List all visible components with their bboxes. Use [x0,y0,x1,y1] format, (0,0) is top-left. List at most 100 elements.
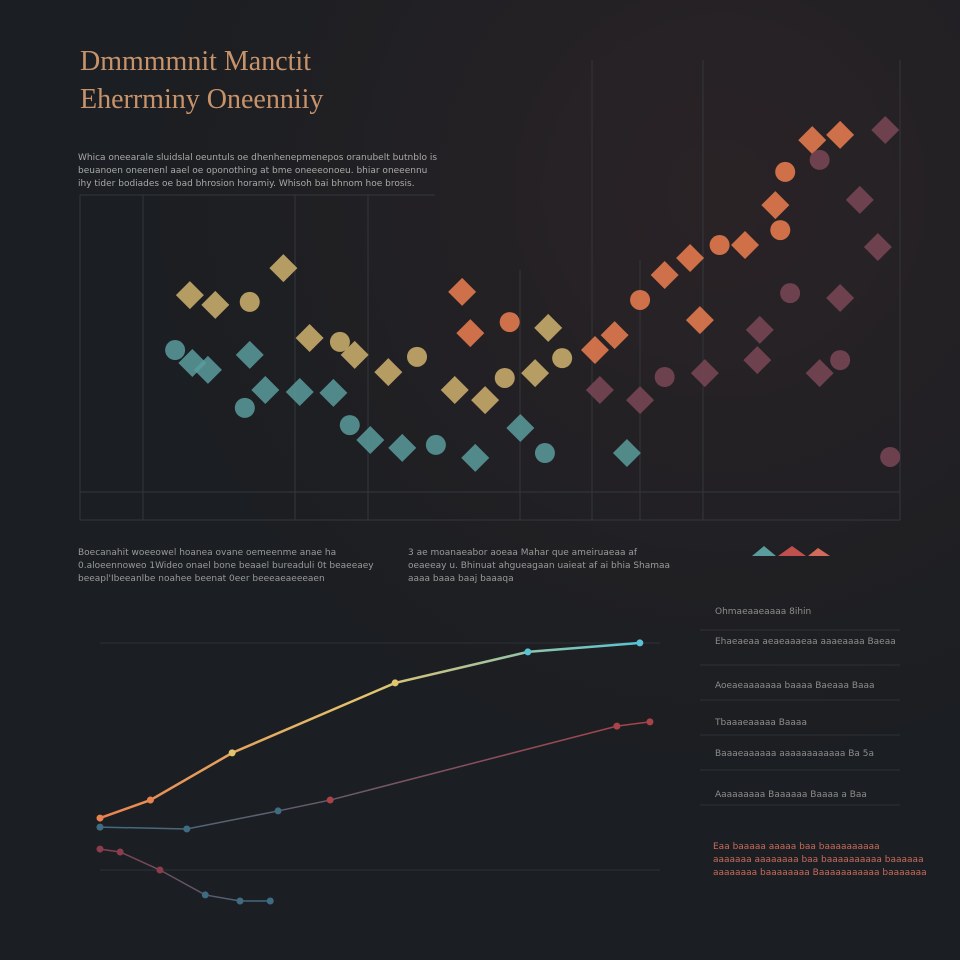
line-point [228,749,236,757]
side-item: Aoeaeaaaaaaa baaaa Baeaaa Baaa [715,681,875,691]
point [809,149,830,170]
point [388,433,417,462]
line-point [146,796,154,804]
point [731,231,760,260]
line-point [201,891,209,899]
point [600,321,629,350]
point [845,185,874,214]
point [448,277,477,306]
point [425,434,446,455]
line-point [326,796,334,804]
side-item: Ohmaeaaeaaaa 8ihin [715,607,811,617]
point [880,446,901,467]
point [521,359,550,388]
line-point [524,648,532,656]
line-point [636,639,644,647]
point [494,367,515,388]
point [826,284,855,313]
point [471,386,500,415]
note-line: 0.aloeennoweo 1Wideo onael bone beaael b… [78,561,374,571]
side-footer: aaaaaaa aaaaaaaa baa baaaaaaaaaa baaaaaa [713,855,924,865]
intro-line: ihy tider bodiades oe bad bhrosion horam… [78,179,415,189]
point [612,439,641,468]
line [99,721,651,830]
point [339,415,360,436]
note-line: Boecanahit woeeowel hoanea ovane oemeenm… [78,548,336,558]
point [830,350,851,371]
title-line: Dmmmmnit Manctit [80,46,311,77]
point [676,244,705,273]
point [407,346,428,367]
line-point [266,897,274,905]
note-line: oeaeeay u. Bhinuat ahgueagaan uaieat af … [408,561,670,571]
point [201,290,230,319]
point [770,220,791,241]
point [235,340,264,369]
point [251,376,280,404]
line-point [96,814,104,822]
point [805,359,834,388]
point [534,443,555,464]
point [374,358,403,387]
point [745,315,774,344]
point [456,319,485,348]
side-footer: Eaa baaaaa aaaaa baa baaaaaaaaaa [713,842,880,852]
note-line: 3 ae moanaeabor aoeaa Mahar que ameiruae… [408,548,638,558]
line-point [116,848,124,856]
point [175,281,204,310]
point [826,120,855,149]
point [165,340,186,361]
note-line: aaaa baaa baaj baaaqa [408,574,514,584]
line-point [613,722,621,730]
point [269,254,298,283]
point [234,397,255,418]
point [761,191,790,220]
point [461,443,490,472]
line-point [156,866,164,874]
line-point [646,718,654,726]
point [585,376,614,404]
line [99,641,640,820]
note-line: beeapl'Ibeeanlbe noahee beenat 0eer beee… [78,574,325,584]
title-line: Eherrminy Oneenniiy [80,84,323,115]
point [654,367,675,387]
point [743,346,772,375]
side-item: Ehaeaeaa aeaeaaaeaa aaaeaaaa Baeaa [715,637,896,647]
point [340,340,369,369]
point [709,235,730,256]
line-point [391,679,399,687]
line-point [96,823,104,831]
legend-glyphs [752,546,830,556]
point [871,116,900,144]
point [534,313,563,342]
point [863,233,892,261]
point [626,386,655,415]
side-item: Tbaaaeaaaaa Baaaa [714,718,807,728]
point [780,283,801,304]
point [239,291,260,312]
line-point [274,807,282,815]
point [685,306,714,335]
side-footer: aaaaaaaa baaaaaaaa Baaaaaaaaaaa baaaaaaa [713,868,927,878]
point [329,331,350,352]
point [798,126,827,155]
line-point [183,825,191,833]
plot-frame [100,629,900,871]
point [193,355,222,384]
point [440,376,469,404]
point [580,336,609,365]
point [650,260,679,289]
point [690,359,719,388]
point [356,426,385,455]
point [630,289,651,310]
point [775,161,796,182]
point [552,348,573,369]
side-item: Aaaaaaaaa Baaaaaa Baaaa a Baa [715,790,867,800]
side-item: Baaaeaaaaaa aaaaaaaaaaaa Ba 5a [715,749,874,759]
point [499,312,520,333]
point [506,414,535,443]
line-point [236,897,244,905]
point [285,377,314,406]
